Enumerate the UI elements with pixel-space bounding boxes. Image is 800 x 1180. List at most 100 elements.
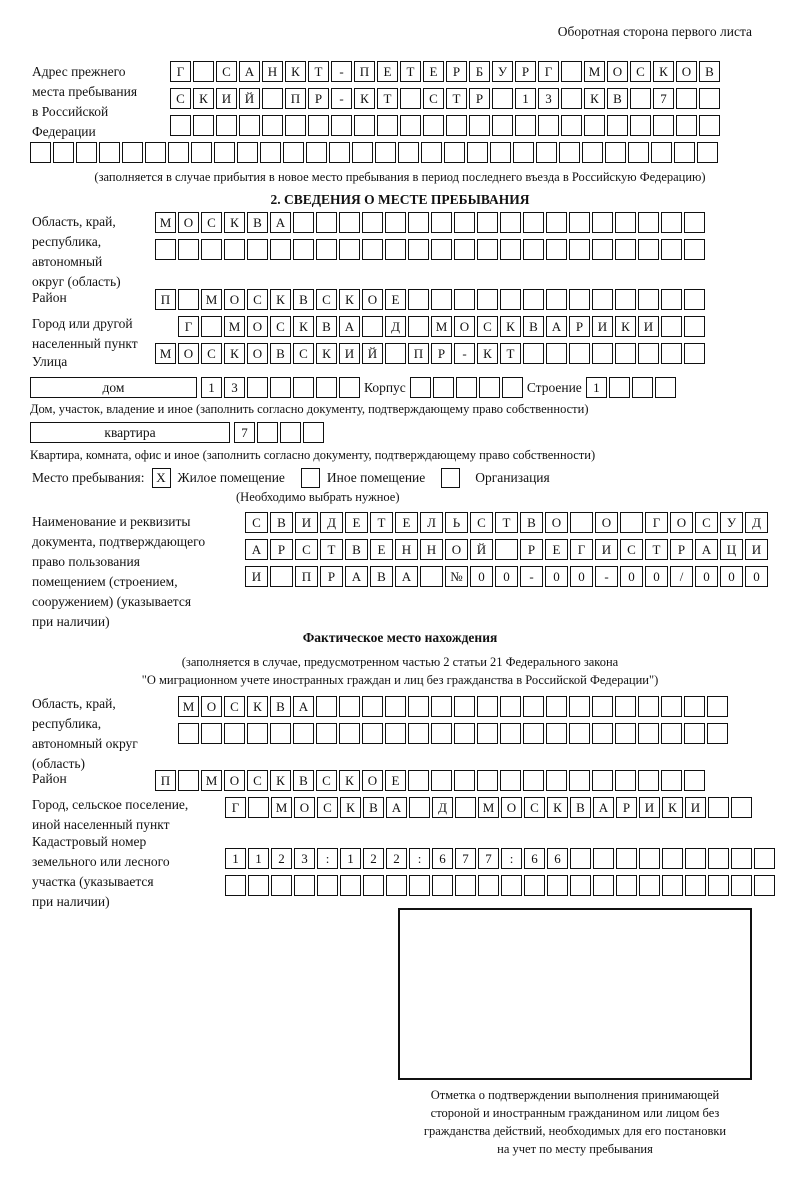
char-cell[interactable] [685,875,706,896]
char-cell[interactable]: Р [616,797,637,818]
char-cell[interactable]: Т [500,343,521,364]
char-cell[interactable]: - [331,88,352,109]
char-cell[interactable]: И [216,88,237,109]
prev-address-row-4[interactable] [30,142,718,163]
char-cell[interactable]: Е [385,770,406,791]
char-cell[interactable]: Т [495,512,518,533]
char-cell[interactable]: П [295,566,318,587]
char-cell[interactable] [477,239,498,260]
char-cell[interactable]: А [239,61,260,82]
char-cell[interactable] [201,723,222,744]
char-cell[interactable]: И [639,797,660,818]
char-cell[interactable]: : [501,848,522,869]
char-cell[interactable]: Р [469,88,490,109]
char-cell[interactable]: 3 [224,377,245,398]
char-cell[interactable]: Ц [720,539,743,560]
char-cell[interactable] [454,239,475,260]
char-cell[interactable] [708,848,729,869]
char-cell[interactable] [271,875,292,896]
char-cell[interactable] [431,770,452,791]
char-cell[interactable] [615,239,636,260]
char-cell[interactable] [385,239,406,260]
char-cell[interactable] [260,142,281,163]
char-cell[interactable] [455,377,477,398]
char-cell[interactable] [293,723,314,744]
char-cell[interactable] [654,377,676,398]
char-cell[interactable]: А [293,696,314,717]
char-cell[interactable] [592,289,613,310]
char-cell[interactable]: С [524,797,545,818]
char-cell[interactable]: Е [395,512,418,533]
char-cell[interactable]: Е [385,289,406,310]
char-cell[interactable]: 3 [538,88,559,109]
char-cell[interactable]: К [293,316,314,337]
section2-region-row-2[interactable] [155,239,705,260]
char-cell[interactable] [708,797,729,818]
char-cell[interactable]: Д [432,797,453,818]
char-cell[interactable] [605,142,626,163]
char-cell[interactable] [570,512,593,533]
char-cell[interactable]: У [720,512,743,533]
char-cell[interactable] [615,770,636,791]
char-cell[interactable]: В [520,512,543,533]
char-cell[interactable]: К [340,797,361,818]
char-cell[interactable]: Т [308,61,329,82]
char-cell[interactable]: А [345,566,368,587]
char-cell[interactable]: И [295,512,318,533]
char-cell[interactable] [454,770,475,791]
char-cell[interactable] [283,142,304,163]
char-cell[interactable] [615,723,636,744]
char-cell[interactable] [316,377,337,398]
char-cell[interactable]: В [607,88,628,109]
char-cell[interactable]: 0 [620,566,643,587]
char-cell[interactable]: К [354,88,375,109]
char-cell[interactable] [193,115,214,136]
char-cell[interactable] [178,289,199,310]
char-cell[interactable] [674,142,695,163]
char-cell[interactable]: А [386,797,407,818]
char-cell[interactable]: В [523,316,544,337]
checkbox-inoe[interactable] [300,468,320,488]
char-cell[interactable]: В [370,566,393,587]
char-cell[interactable]: И [339,343,360,364]
checkbox-organizaciya[interactable] [441,468,461,488]
char-cell[interactable] [270,723,291,744]
char-cell[interactable] [638,212,659,233]
char-cell[interactable] [224,239,245,260]
char-cell[interactable] [224,723,245,744]
flat-cells[interactable]: 7 [234,422,324,443]
char-cell[interactable] [408,289,429,310]
char-cell[interactable] [467,142,488,163]
char-cell[interactable] [444,142,465,163]
char-cell[interactable]: Н [420,539,443,560]
char-cell[interactable]: С [170,88,191,109]
char-cell[interactable] [423,115,444,136]
char-cell[interactable] [454,212,475,233]
char-cell[interactable]: И [592,316,613,337]
char-cell[interactable]: Е [423,61,444,82]
char-cell[interactable]: А [339,316,360,337]
char-cell[interactable] [178,239,199,260]
char-cell[interactable] [699,115,720,136]
char-cell[interactable]: В [570,797,591,818]
char-cell[interactable]: 0 [720,566,743,587]
char-cell[interactable] [615,212,636,233]
char-cell[interactable] [225,875,246,896]
char-cell[interactable]: К [193,88,214,109]
char-cell[interactable] [477,289,498,310]
char-cell[interactable] [362,723,383,744]
char-cell[interactable] [155,239,176,260]
char-cell[interactable] [638,239,659,260]
char-cell[interactable] [454,289,475,310]
char-cell[interactable] [262,88,283,109]
char-cell[interactable]: В [293,289,314,310]
char-cell[interactable]: С [224,696,245,717]
char-cell[interactable] [201,239,222,260]
char-cell[interactable]: 7 [455,848,476,869]
char-cell[interactable]: Р [515,61,536,82]
char-cell[interactable] [570,875,591,896]
